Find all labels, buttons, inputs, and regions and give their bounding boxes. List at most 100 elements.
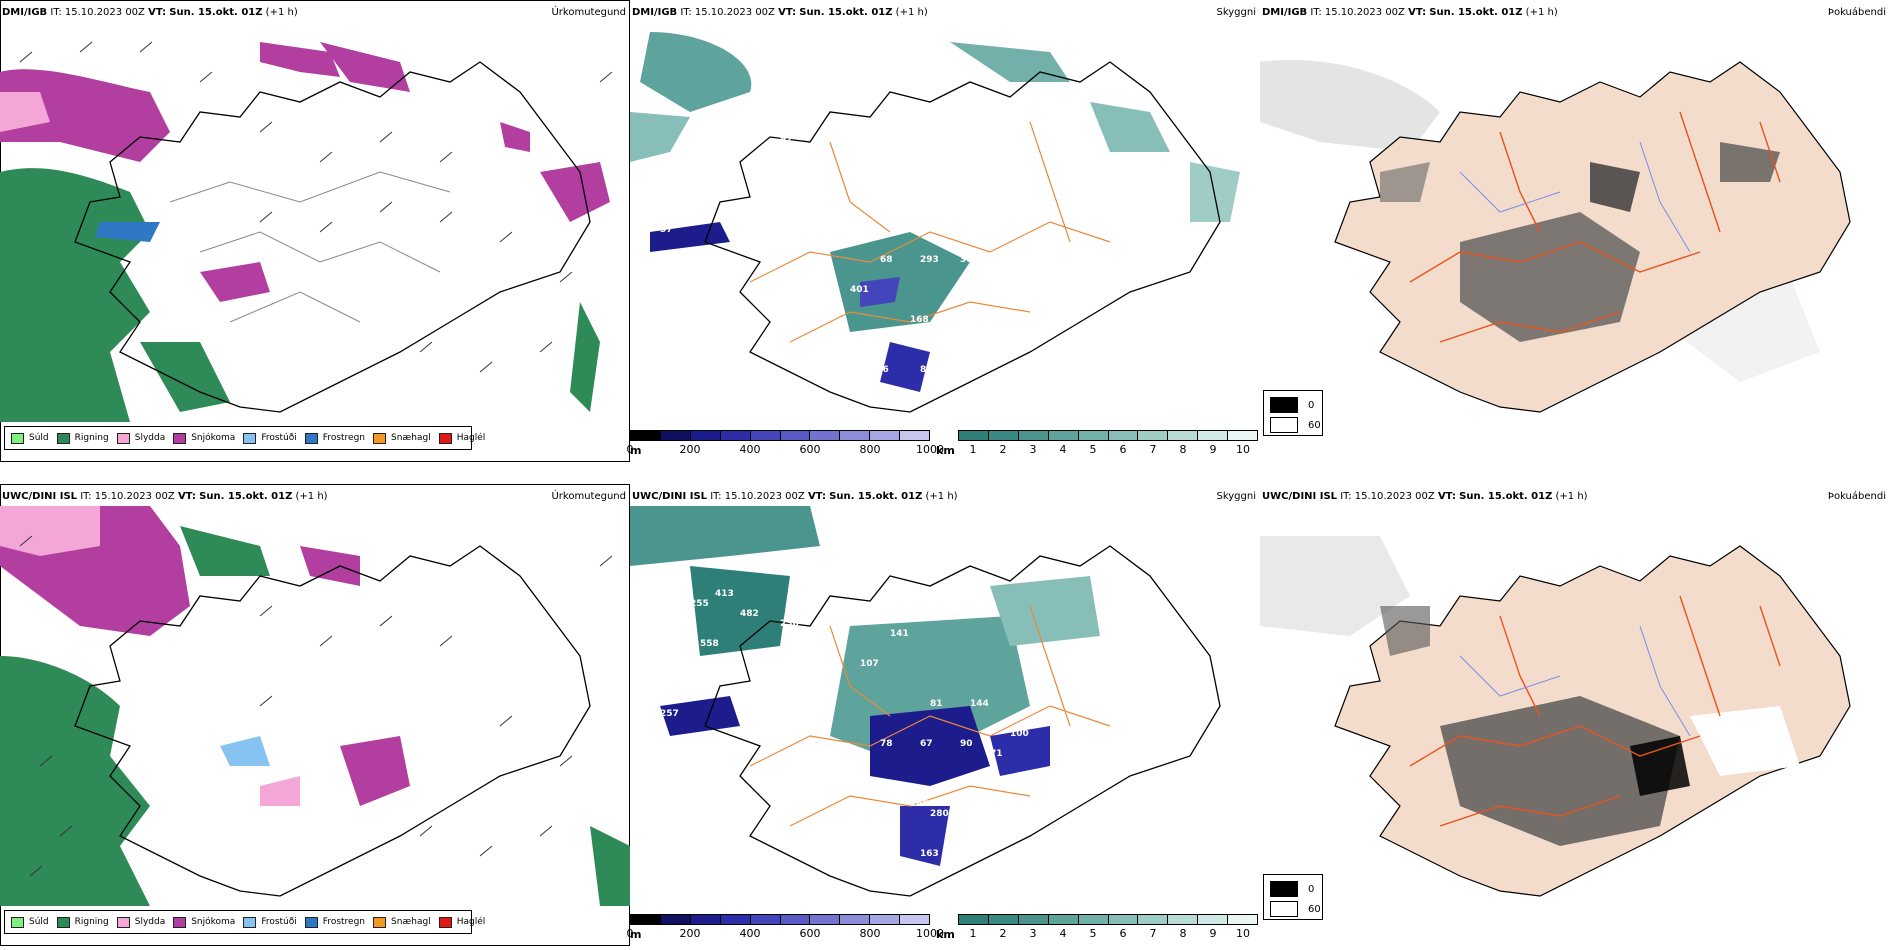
visibility-unit-m: m bbox=[630, 444, 642, 457]
scale-segment bbox=[1198, 431, 1229, 440]
visibility-unit-km: km bbox=[936, 444, 955, 457]
model-name: DMI/IGB bbox=[2, 7, 48, 18]
init-time: IT: 15.10.2023 00Z bbox=[680, 7, 775, 18]
scale-tick-label: 400 bbox=[739, 927, 761, 940]
legend-label: Haglél bbox=[456, 433, 486, 443]
legend-label: Súld bbox=[29, 433, 49, 443]
scale-segment bbox=[1078, 915, 1109, 924]
visibility-value-label: 107 bbox=[890, 145, 909, 155]
visibility-value-label: 100 bbox=[1010, 729, 1029, 739]
model-name: DMI/IGB bbox=[632, 7, 678, 18]
legend-item: Frostregn bbox=[304, 432, 366, 444]
scale-segment bbox=[1228, 431, 1258, 440]
model-name: UWC/DINI ISL bbox=[1262, 491, 1338, 502]
scale-segment bbox=[750, 915, 781, 924]
legend-swatch bbox=[304, 432, 318, 444]
scale-tick-label: 4 bbox=[1059, 443, 1067, 456]
visibility-value-label: 68 bbox=[880, 255, 893, 265]
legend-label: Haglél bbox=[456, 917, 486, 927]
visibility-value-label: 74 bbox=[830, 345, 843, 355]
legend-label: Snjókoma bbox=[191, 917, 236, 927]
legend-swatch bbox=[56, 432, 70, 444]
panel-header: UWC/DINI ISL IT: 15.10.2023 00Z VT: Sun.… bbox=[632, 489, 1256, 505]
visibility-scale-m: 0 200 400 600 800 1000 bbox=[627, 914, 944, 944]
model-name: DMI/IGB bbox=[1262, 7, 1308, 18]
legend-swatch bbox=[304, 916, 318, 928]
legend-label: Snæhagl bbox=[391, 917, 431, 927]
legend-item: Snjókoma bbox=[173, 432, 235, 444]
legend-item: Snjókoma bbox=[173, 916, 236, 928]
init-time: IT: 15.10.2023 00Z bbox=[1340, 491, 1435, 502]
legend-swatch bbox=[116, 432, 130, 444]
scale-tick-label: 800 bbox=[859, 927, 881, 940]
scale-segment bbox=[870, 915, 901, 924]
scale-segment bbox=[959, 431, 989, 440]
legend-swatch bbox=[438, 432, 452, 444]
valid-time-label: VT: bbox=[778, 7, 797, 18]
scale-tick-label: 1000 bbox=[916, 927, 944, 940]
scale-segment bbox=[1198, 915, 1229, 924]
fog-legend-item: 60 bbox=[1270, 901, 1321, 917]
init-time: IT: 15.10.2023 00Z bbox=[1310, 7, 1405, 18]
legend-swatch bbox=[173, 916, 187, 928]
panel-header: DMI/IGB IT: 15.10.2023 00Z VT: Sun. 15.o… bbox=[2, 5, 626, 21]
visibility-value-label: 255 bbox=[690, 599, 709, 609]
visibility-value-label: 413 bbox=[715, 589, 734, 599]
precip-map bbox=[0, 41, 613, 422]
fog-legend-swatch bbox=[1270, 881, 1298, 897]
model-name: UWC/DINI ISL bbox=[632, 491, 708, 502]
scale-tick-label: 6 bbox=[1119, 443, 1127, 456]
scale-tick-label: 1 bbox=[969, 443, 977, 456]
fog-legend-swatch bbox=[1270, 901, 1298, 917]
visibility-scale-km: 1 2 3 4 5 6 7 8 9 10 bbox=[958, 430, 1258, 460]
fog-map bbox=[1260, 536, 1851, 897]
visibility-unit-m: m bbox=[630, 928, 642, 941]
scale-segment bbox=[660, 915, 691, 924]
visibility-panel-dmi: DMI/IGB IT: 15.10.2023 00Z VT: Sun. 15.o… bbox=[626, 0, 1260, 462]
visibility-value-label: 85 bbox=[920, 365, 933, 375]
scale-tick-label: 3 bbox=[1029, 927, 1037, 940]
fog-legend-swatch bbox=[1270, 417, 1298, 433]
legend-label: Frostregn bbox=[322, 433, 366, 443]
panel-title: Skyggni bbox=[1216, 7, 1256, 18]
scale-segment bbox=[660, 431, 691, 440]
visibility-value-label: 71 bbox=[990, 749, 1003, 759]
scale-segment bbox=[988, 915, 1019, 924]
legend-item: Slydda bbox=[116, 916, 166, 928]
init-time: IT: 15.10.2023 00Z bbox=[50, 7, 145, 18]
visibility-value-label: 107 bbox=[860, 659, 879, 669]
scale-tick-label: 10 bbox=[1236, 443, 1250, 456]
scale-tick-label: 5 bbox=[1089, 443, 1097, 456]
scale-tick-label: 1 bbox=[969, 927, 977, 940]
legend-label: Frostregn bbox=[322, 917, 366, 927]
scale-tick-label: 400 bbox=[739, 443, 761, 456]
visibility-value-label: 280 bbox=[930, 809, 949, 819]
scale-tick-label: 1000 bbox=[916, 443, 944, 456]
legend-item: Rigning bbox=[56, 432, 109, 444]
fog-legend-label: 0 bbox=[1308, 883, 1315, 895]
visibility-value-label: 401 bbox=[850, 285, 869, 295]
legend-label: Frostúði bbox=[261, 917, 297, 927]
panel-header: UWC/DINI ISL IT: 15.10.2023 00Z VT: Sun.… bbox=[1262, 489, 1886, 505]
legend-swatch bbox=[116, 916, 130, 928]
visibility-value-label: 144 bbox=[970, 699, 989, 709]
visibility-value-label: 391 bbox=[930, 325, 949, 335]
scale-segment bbox=[1048, 915, 1079, 924]
visibility-value-label: 69 bbox=[740, 125, 753, 135]
scale-tick-label: 9 bbox=[1209, 443, 1217, 456]
init-time: IT: 15.10.2023 00Z bbox=[80, 491, 175, 502]
visibility-value-label: 141 bbox=[890, 629, 909, 639]
panel-header: UWC/DINI ISL IT: 15.10.2023 00Z VT: Sun.… bbox=[2, 489, 626, 505]
visibility-value-label: 169 bbox=[910, 799, 929, 809]
scale-tick-label: 0 bbox=[626, 443, 634, 456]
legend-label: Slydda bbox=[134, 917, 166, 927]
fog-index-legend: 0 60 bbox=[1263, 874, 1323, 920]
scale-tick-label: 4 bbox=[1059, 927, 1067, 940]
visibility-value-label: 136 bbox=[970, 215, 989, 225]
visibility-value-label: 308 bbox=[960, 255, 979, 265]
visibility-value-label: 236 bbox=[780, 619, 799, 629]
scale-segment bbox=[870, 431, 901, 440]
visibility-value-label: 168 bbox=[910, 315, 929, 325]
precip-type-panel-uwc: UWC/DINI ISL IT: 15.10.2023 00Z VT: Sun.… bbox=[0, 484, 630, 946]
scale-segment bbox=[720, 915, 751, 924]
